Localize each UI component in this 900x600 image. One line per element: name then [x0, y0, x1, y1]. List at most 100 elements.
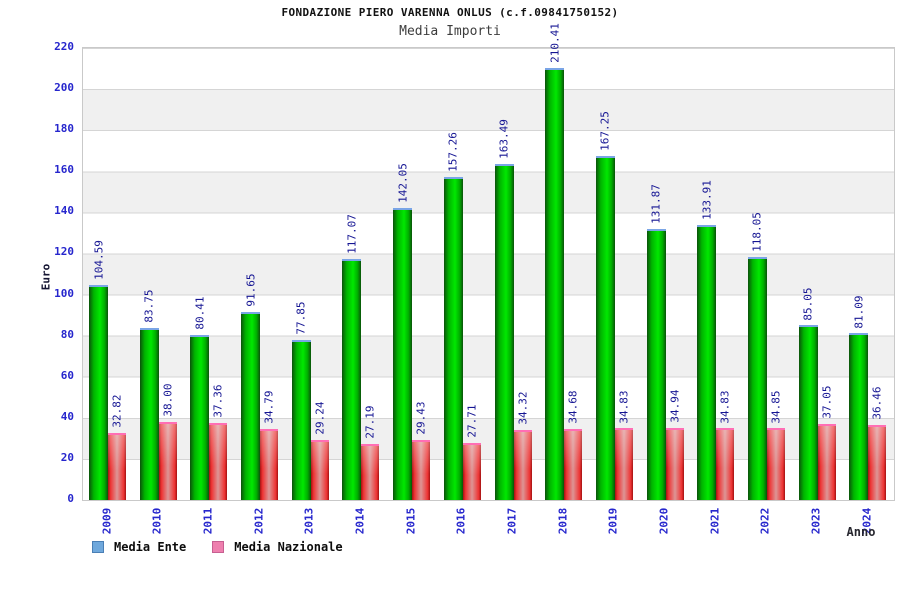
y-tick-label: 0	[67, 492, 74, 505]
bar-media-nazionale-2022	[766, 428, 785, 500]
y-tick-label: 200	[54, 81, 74, 95]
bar-value-label: 163.49	[497, 119, 511, 159]
bar-value-label: 34.85	[769, 390, 783, 424]
x-tick-label-2019: 2019	[606, 507, 620, 535]
bar-value-label: 80.41	[193, 296, 207, 330]
bar-media-nazionale-2009	[108, 432, 126, 500]
legend-item-media-ente: Media Ente	[92, 540, 186, 554]
x-tick-label-2016: 2016	[454, 507, 468, 535]
bar-value-label: 133.91	[700, 179, 714, 220]
bar-media-ente-2012	[241, 311, 261, 500]
x-tick-label-2009: 2009	[100, 507, 113, 535]
y-tick-label: 100	[54, 286, 74, 300]
bar-media-ente-2017	[494, 164, 514, 500]
bar-value-label: 77.85	[294, 301, 308, 335]
y-tick-label: 60	[60, 368, 74, 382]
legend: Media Ente Media Nazionale	[92, 540, 343, 554]
bar-media-nazionale-2011	[209, 423, 228, 500]
y-tick-label: 120	[54, 245, 74, 259]
bar-media-ente-2019	[595, 156, 615, 500]
bar-value-label: 27.71	[465, 404, 479, 438]
bar-media-ente-2022	[747, 257, 767, 500]
bar-media-nazionale-2017	[513, 429, 532, 500]
bar-value-label: 210.41	[548, 22, 562, 63]
legend-swatch-icon	[92, 541, 104, 553]
bar-value-label: 118.05	[750, 212, 764, 253]
y-tick-label: 160	[54, 163, 74, 177]
bar-media-ente-2010	[139, 327, 159, 500]
bar-media-ente-2009	[89, 285, 108, 500]
legend-label: Media Nazionale	[234, 540, 343, 554]
legend-label: Media Ente	[114, 540, 187, 554]
bar-value-label: 117.07	[345, 214, 359, 255]
y-tick-label: 220	[54, 40, 74, 53]
chart-title: FONDAZIONE PIERO VARENNA ONLUS (c.f.0984…	[281, 6, 619, 19]
x-tick-label-2018: 2018	[556, 507, 570, 535]
x-tick-label-2014: 2014	[353, 507, 367, 535]
y-tick-label: 20	[60, 450, 74, 464]
bar-value-label: 81.09	[852, 295, 866, 329]
x-tick-label-2023: 2023	[809, 507, 823, 535]
y-tick-label: 180	[54, 122, 74, 136]
chart-subtitle: Media Importi	[399, 24, 501, 39]
x-tick-label-2010: 2010	[150, 507, 164, 535]
bar-media-ente-2024	[849, 333, 869, 500]
bar-media-ente-2014	[342, 259, 362, 500]
bar-value-label: 27.19	[363, 405, 377, 439]
bar-media-nazionale-2018	[564, 428, 583, 500]
x-tick-label-2013: 2013	[302, 507, 316, 535]
legend-item-media-nazionale: Media Nazionale	[212, 540, 343, 554]
y-tick-label: 80	[60, 327, 74, 341]
legend-swatch-icon	[212, 541, 225, 553]
x-tick-label-2021: 2021	[708, 507, 722, 535]
bar-value-label: 34.83	[617, 390, 631, 424]
bar-media-nazionale-2016	[462, 443, 481, 500]
bar-value-label: 131.87	[649, 184, 663, 224]
y-tick-label: 140	[54, 204, 74, 218]
bar-media-ente-2016	[443, 176, 463, 500]
bar-value-label: 104.59	[92, 240, 105, 280]
bar-value-label: 34.68	[566, 390, 580, 424]
bar-media-ente-2015	[393, 208, 413, 500]
bar-media-ente-2023	[798, 325, 818, 500]
bar-media-nazionale-2023	[817, 423, 836, 500]
y-tick-label: 40	[60, 409, 74, 423]
bar-value-label: 85.05	[801, 286, 815, 321]
bar-media-nazionale-2010	[158, 421, 177, 500]
bar-media-nazionale-2019	[614, 428, 633, 500]
bar-value-label: 32.82	[110, 394, 124, 428]
bar-value-label: 83.75	[142, 289, 156, 323]
bar-value-label: 29.43	[414, 401, 428, 435]
bar-value-label: 37.05	[820, 385, 834, 419]
bar-value-label: 34.32	[516, 391, 529, 425]
bar-media-nazionale-2015	[412, 439, 431, 500]
x-tick-label-2012: 2012	[252, 507, 266, 535]
bar-media-nazionale-2012	[260, 428, 279, 500]
bar-value-label: 167.25	[598, 111, 612, 152]
bar-media-ente-2020	[646, 229, 666, 500]
bar-media-nazionale-2024	[868, 425, 887, 500]
bar-value-label: 34.94	[668, 389, 682, 424]
x-axis-title: Anno	[846, 525, 876, 539]
bar-media-ente-2018	[545, 67, 565, 500]
bar-media-nazionale-2013	[310, 439, 329, 500]
bar-value-label: 34.83	[718, 390, 732, 424]
bar-value-label: 91.65	[244, 273, 258, 307]
x-tick-label-2011: 2011	[201, 507, 215, 535]
bar-media-nazionale-2014	[361, 444, 380, 500]
bar-value-label: 34.79	[262, 390, 276, 424]
x-tick-label-2015: 2015	[404, 507, 418, 535]
x-tick-label-2017: 2017	[505, 507, 519, 535]
bar-value-label: 37.36	[211, 384, 225, 419]
bar-value-label: 38.00	[161, 383, 175, 417]
bar-value-label: 36.46	[870, 386, 884, 420]
bar-media-nazionale-2020	[665, 428, 684, 500]
bar-value-label: 29.24	[313, 401, 327, 435]
bar-media-ente-2011	[190, 334, 210, 500]
bar-value-label: 142.05	[396, 163, 410, 203]
bar-media-nazionale-2021	[716, 428, 735, 500]
plot-area: 104.59 32.82 83.75 38.00 80.41 37.36 91.65 34.7…	[82, 23, 895, 501]
bar-media-ente-2013	[291, 340, 311, 500]
x-tick-label-2022: 2022	[758, 507, 772, 535]
x-tick-label-2020: 2020	[657, 507, 671, 535]
